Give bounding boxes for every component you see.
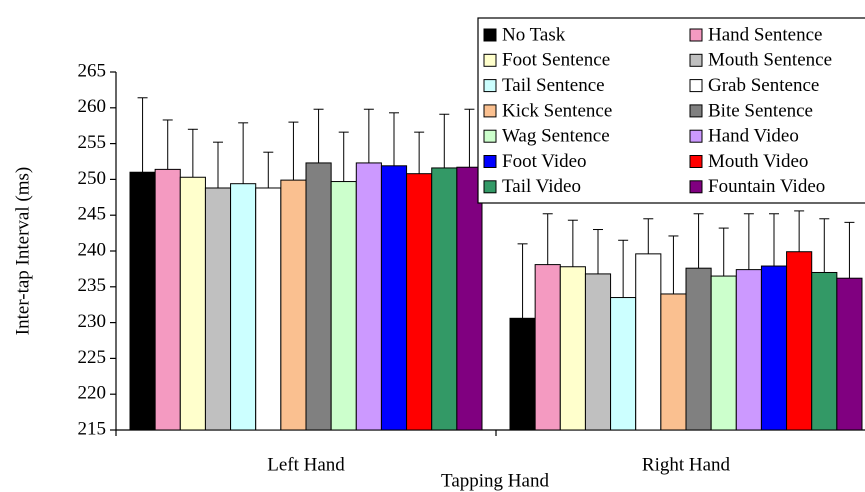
legend-swatch [483,180,497,194]
bar [154,168,181,431]
y-axis-label: Inter-tap Interval (ms) [12,167,33,335]
legend-label: Mouth Sentence [708,50,832,71]
legend-label: Tail Sentence [502,75,605,96]
legend-label: Bite Sentence [708,100,813,121]
bar [559,266,586,431]
bar [179,176,206,431]
legend-label: No Task [502,24,566,45]
legend-box [477,17,865,204]
y-tick-label: 235 [78,275,107,296]
y-tick-label: 230 [78,311,107,332]
bar [406,173,433,431]
legend-label: Wag Sentence [502,126,610,147]
bar [355,162,382,431]
x-tick-label: Right Hand [642,454,731,475]
x-tick-label: Left Hand [267,454,345,475]
bar [330,181,357,431]
legend-label: Foot Sentence [502,50,610,71]
legend-swatch [689,104,703,118]
bar [230,183,257,431]
legend-swatch [689,28,703,42]
y-tick-label: 255 [78,132,107,153]
bar [735,269,762,431]
legend-swatch [689,155,703,168]
legend-swatch [483,104,497,118]
bar [811,271,838,431]
legend-swatch [689,129,703,143]
legend-swatch [483,155,497,168]
legend-label: Mouth Video [708,151,808,172]
bar [204,187,232,431]
legend-label: Foot Video [502,151,587,172]
y-tick-label: 245 [78,204,107,225]
bar [660,293,687,431]
bar [280,179,307,431]
bar [456,166,483,431]
bar [710,275,737,431]
y-tick-label: 250 [78,168,107,189]
legend-label: Hand Sentence [708,24,822,45]
bar [380,165,408,431]
y-tick-label: 225 [78,347,107,368]
legend-swatch [483,129,497,143]
legend-swatch [689,79,703,93]
legend-label: Tail Video [502,176,581,197]
legend-swatch [689,53,703,67]
legend-label: Hand Video [708,126,799,147]
bar [685,267,712,431]
x-axis-label: Tapping Hand [441,470,549,491]
y-tick-label: 265 [78,60,107,81]
bar [635,253,662,431]
bar [534,264,561,431]
legend-swatch [483,53,497,67]
y-tick-label: 215 [78,418,107,439]
bar [786,251,813,431]
bar [431,167,458,431]
y-tick-label: 220 [78,383,107,404]
legend-label: Grab Sentence [708,75,819,96]
bar [760,265,788,431]
legend-swatch [483,28,497,42]
bar [610,297,637,431]
legend-swatch [483,79,497,93]
legend-label: Kick Sentence [502,100,612,121]
bar [129,171,156,431]
bar [305,162,332,431]
legend-label: Fountain Video [708,176,825,197]
bar [509,317,536,431]
bar [836,277,863,431]
y-tick-label: 240 [78,239,107,260]
bar [255,187,282,431]
legend-swatch [689,180,703,194]
y-tick-label: 260 [78,96,107,117]
bar [584,273,612,431]
